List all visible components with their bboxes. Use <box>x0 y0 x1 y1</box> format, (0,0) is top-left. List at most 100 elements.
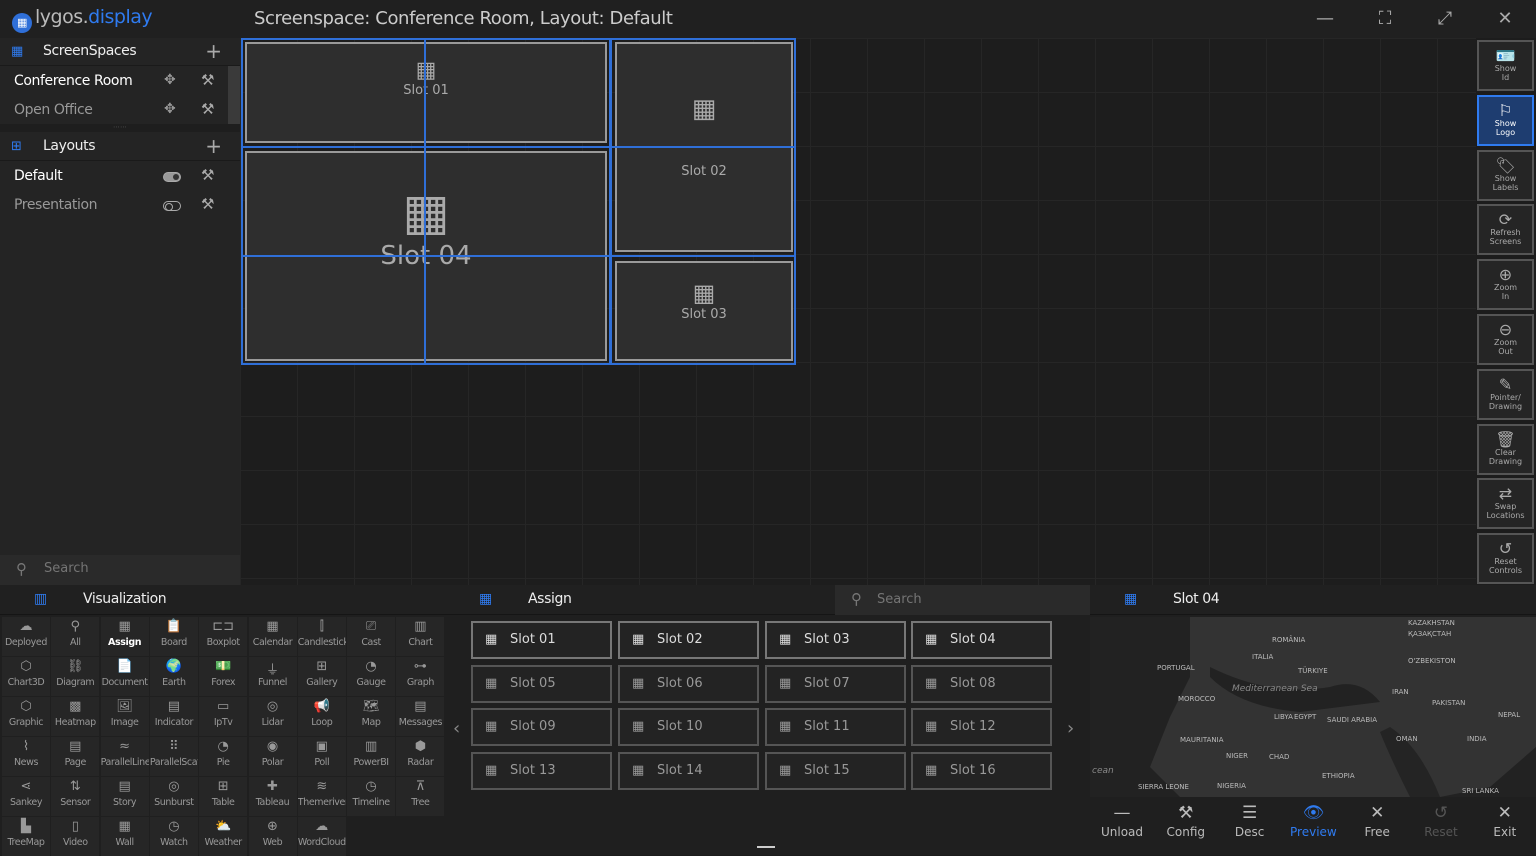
fullscreen-button[interactable]: ⤢ <box>1437 8 1453 29</box>
sidebar-search[interactable]: ⚲ <box>0 555 240 585</box>
viz-tree-button[interactable]: ⊼ Tree <box>396 777 445 816</box>
next-page-button[interactable]: › <box>1067 718 1075 739</box>
viz-story-button[interactable]: ▤ Story <box>100 777 149 816</box>
viz-news-button[interactable]: ⌇ News <box>2 737 50 776</box>
screenspace-item-open-office[interactable]: Open Office ✥ ⚒ <box>0 96 228 125</box>
viz-calendar-button[interactable]: ▦ Calendar <box>248 617 297 656</box>
viz-gauge-button[interactable]: ◔ Gauge <box>347 657 396 696</box>
scrollbar[interactable] <box>228 66 240 124</box>
viz-diagram-button[interactable]: ⛓ Diagram <box>51 657 100 696</box>
preview-button[interactable]: 👁 Preview <box>1283 803 1343 839</box>
assign-slot-3-button[interactable]: ▦ Slot 03 <box>765 621 906 659</box>
viz-sensor-button[interactable]: ⇅ Sensor <box>51 777 100 816</box>
screenspace-item-conference-room[interactable]: Conference Room ✥ ⚒ <box>0 67 228 96</box>
layout-item-presentation[interactable]: Presentation ⚒ <box>0 191 228 220</box>
viz-radar-button[interactable]: ⬢ Radar <box>396 737 445 776</box>
assign-slot-5-button[interactable]: ▦ Slot 05 <box>471 665 612 703</box>
viz-web-button[interactable]: ⊕ Web <box>248 817 297 856</box>
maximize-button[interactable]: ⛶ <box>1378 8 1392 29</box>
assign-slot-4-button[interactable]: ▦ Slot 04 <box>911 621 1052 659</box>
move-icon[interactable]: ✥ <box>164 72 176 88</box>
viz-heatmap-button[interactable]: ▩ Heatmap <box>51 697 100 736</box>
config-icon[interactable]: ⚒ <box>201 195 215 213</box>
assign-search[interactable]: ⚲ <box>835 585 1090 615</box>
viz-tableau-button[interactable]: ✚ Tableau <box>248 777 297 816</box>
viz-loop-button[interactable]: 📢 Loop <box>297 697 346 736</box>
tool-show-labels-button[interactable]: 🏷 Show Labels <box>1477 149 1534 201</box>
assign-slot-12-button[interactable]: ▦ Slot 12 <box>911 708 1052 746</box>
viz-parallellines-button[interactable]: ≈ ParallelLines <box>100 737 149 776</box>
tool-refresh-screens-button[interactable]: ⟳ Refresh Screens <box>1477 204 1534 256</box>
desc-button[interactable]: ☰ Desc <box>1220 803 1280 839</box>
resize-handle[interactable]: ⋯⋯ <box>0 124 240 132</box>
viz-deployed-button[interactable]: ☁ Deployed <box>2 617 50 656</box>
viz-table-button[interactable]: ⊞ Table <box>199 777 248 816</box>
search-input[interactable] <box>44 561 224 576</box>
viz-treemap-button[interactable]: ▙ TreeMap <box>2 817 50 856</box>
tool-show-id-button[interactable]: 🪪 Show Id <box>1477 40 1534 91</box>
previous-page-button[interactable]: ‹ <box>453 718 461 739</box>
viz-pie-button[interactable]: ◔ Pie <box>199 737 248 776</box>
assign-slot-13-button[interactable]: ▦ Slot 13 <box>471 752 612 790</box>
exit-button[interactable]: ✕ Exit <box>1475 803 1535 839</box>
config-icon[interactable]: ⚒ <box>201 71 215 89</box>
viz-chart3d-button[interactable]: ⬡ Chart3D <box>2 657 50 696</box>
viz-cast-button[interactable]: ⎚ Cast <box>347 617 396 656</box>
viz-funnel-button[interactable]: ⏚ Funnel <box>248 657 297 696</box>
viz-parallelscatter-button[interactable]: ⠿ ParallelScatter <box>149 737 198 776</box>
toggle-on[interactable] <box>163 172 181 182</box>
reset-button[interactable]: ↺ Reset <box>1411 803 1471 839</box>
map-preview[interactable]: KAZAKHSTAN ҚАЗАҚСТАН ROMÂNIA ITALIA O'ZBEKIS… <box>1090 617 1536 797</box>
viz-assign-button[interactable]: ▦ Assign <box>100 617 149 656</box>
search-input[interactable] <box>877 592 1077 607</box>
canvas-slot-03[interactable]: ▦ Slot 03 <box>615 261 793 361</box>
assign-slot-1-button[interactable]: ▦ Slot 01 <box>471 621 612 659</box>
viz-graph-button[interactable]: ⊶ Graph <box>396 657 445 696</box>
viz-forex-button[interactable]: 💵 Forex <box>199 657 248 696</box>
move-icon[interactable]: ✥ <box>164 101 176 117</box>
config-button[interactable]: ⚒ Config <box>1156 803 1216 839</box>
close-button[interactable]: ✕ <box>1497 8 1513 29</box>
toggle-off[interactable] <box>163 201 181 211</box>
viz-video-button[interactable]: ▯ Video <box>51 817 100 856</box>
viz-sunburst-button[interactable]: ◎ Sunburst <box>149 777 198 816</box>
viz-gallery-button[interactable]: ⊞ Gallery <box>297 657 346 696</box>
viz-boxplot-button[interactable]: ⊏⊐ Boxplot <box>199 617 248 656</box>
viz-polar-button[interactable]: ◉ Polar <box>248 737 297 776</box>
assign-slot-14-button[interactable]: ▦ Slot 14 <box>618 752 759 790</box>
viz-wordcloud-button[interactable]: ☁ WordCloud <box>297 817 346 856</box>
free-button[interactable]: ✕ Free <box>1347 803 1407 839</box>
viz-poll-button[interactable]: ▣ Poll <box>297 737 346 776</box>
viz-watch-button[interactable]: ◷ Watch <box>149 817 198 856</box>
add-screenspace-button[interactable]: + <box>205 39 222 63</box>
viz-earth-button[interactable]: 🌍 Earth <box>149 657 198 696</box>
viz-map-button[interactable]: 🗺 Map <box>347 697 396 736</box>
assign-slot-6-button[interactable]: ▦ Slot 06 <box>618 665 759 703</box>
viz-candlestick-button[interactable]: ⫿ Candlestick <box>297 617 346 656</box>
viz-document-button[interactable]: 📄 Document <box>100 657 149 696</box>
tool-pointer-drawing-button[interactable]: ✎ Pointer/ Drawing <box>1477 368 1534 420</box>
minimize-button[interactable]: — <box>1316 8 1334 29</box>
viz-indicator-button[interactable]: ▤ Indicator <box>149 697 198 736</box>
assign-slot-10-button[interactable]: ▦ Slot 10 <box>618 708 759 746</box>
canvas-slot-01[interactable]: ▦Slot 01 <box>245 42 607 143</box>
add-layout-button[interactable]: + <box>205 134 222 158</box>
tool-clear-drawing-button[interactable]: 🗑 Clear Drawing <box>1477 423 1534 475</box>
config-icon[interactable]: ⚒ <box>201 166 215 184</box>
assign-slot-15-button[interactable]: ▦ Slot 15 <box>765 752 906 790</box>
tool-zoom-out-button[interactable]: ⊖ Zoom Out <box>1477 314 1534 365</box>
viz-sankey-button[interactable]: ⋖ Sankey <box>2 777 50 816</box>
assign-slot-16-button[interactable]: ▦ Slot 16 <box>911 752 1052 790</box>
viz-all-button[interactable]: ⚲ All <box>51 617 100 656</box>
viz-image-button[interactable]: 🖼 Image <box>100 697 149 736</box>
assign-slot-9-button[interactable]: ▦ Slot 09 <box>471 708 612 746</box>
viz-graphic-button[interactable]: ⬡ Graphic <box>2 697 50 736</box>
viz-powerbi-button[interactable]: ▥ PowerBI <box>347 737 396 776</box>
viz-iptv-button[interactable]: ▭ IpTv <box>199 697 248 736</box>
viz-messages-button[interactable]: ▤ Messages <box>396 697 445 736</box>
viz-page-button[interactable]: ▤ Page <box>51 737 100 776</box>
assign-slot-2-button[interactable]: ▦ Slot 02 <box>618 621 759 659</box>
tool-zoom-in-button[interactable]: ⊕ Zoom In <box>1477 259 1534 311</box>
assign-slot-8-button[interactable]: ▦ Slot 08 <box>911 665 1052 703</box>
viz-weather-button[interactable]: ⛅ Weather <box>199 817 248 856</box>
